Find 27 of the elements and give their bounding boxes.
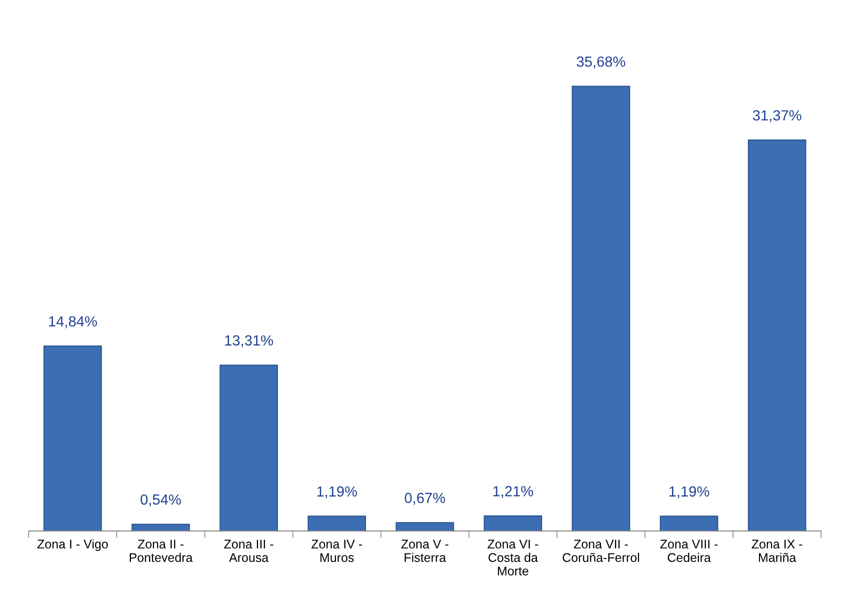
x-tick-label: Zona VIII - Cedeira (660, 540, 718, 562)
bar (308, 516, 366, 531)
bar (484, 515, 542, 531)
bar (220, 364, 278, 531)
x-tick-label: Zona VI - Costa da Morte (488, 540, 538, 576)
bar (660, 516, 718, 531)
x-tick-label: Zona II - Pontevedra (130, 540, 193, 562)
data-label: 31,37% (752, 110, 802, 122)
x-tick-label: Zona V - Fisterra (401, 540, 448, 562)
bar (44, 346, 102, 531)
data-label: 0,67% (404, 492, 446, 505)
x-tick-label: Zona IV - Muros (312, 540, 362, 562)
x-tick-label: Zona III - Arousa (224, 540, 274, 562)
x-tick-label: Zona IX - Mariña (752, 540, 802, 562)
data-label: 13,31% (225, 335, 273, 348)
data-label: 14,84% (49, 316, 97, 328)
x-tick-label: Zona VII - Coruña-Ferrol (562, 540, 640, 562)
bar (572, 86, 630, 531)
bar (748, 140, 806, 531)
data-label: 35,68% (576, 56, 626, 69)
bar (396, 522, 454, 531)
data-label: 1,19% (317, 486, 357, 498)
bar (132, 524, 190, 531)
x-tick-label: Zona I - Vigo (37, 539, 108, 551)
data-label: 1,19% (669, 486, 710, 498)
data-label: 1,21% (493, 486, 534, 498)
data-label: 0,54% (140, 494, 181, 506)
